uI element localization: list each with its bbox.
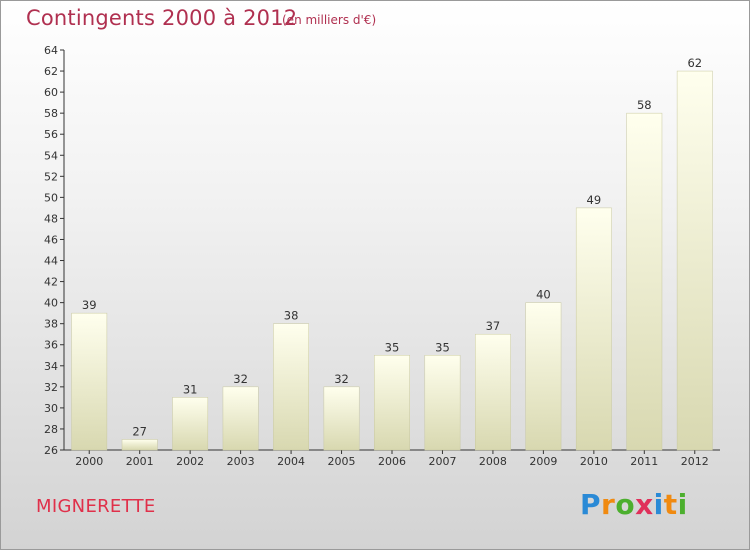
chart-subtitle: (en milliers d'€): [282, 13, 377, 27]
x-tick-label: 2002: [176, 455, 204, 468]
bar: [424, 355, 461, 451]
data-labels: 39 27 31 32 38 32 35 35 37 40 49 58 62: [82, 56, 702, 438]
bar-series: [71, 70, 713, 451]
bar-value-label: 62: [687, 56, 702, 70]
bar: [676, 70, 713, 451]
y-tick-label: 52: [44, 170, 58, 183]
x-tick-label: 2008: [479, 455, 507, 468]
bar-value-label: 32: [334, 372, 349, 386]
logo-letter: t: [663, 488, 678, 521]
x-tick-label: 2004: [277, 455, 305, 468]
bar-value-label: 58: [637, 98, 652, 112]
bar: [575, 207, 612, 451]
x-tick-label: 2006: [378, 455, 406, 468]
bar: [626, 112, 663, 451]
bar: [222, 386, 259, 451]
bar: [172, 397, 209, 451]
y-tick-label: 44: [44, 255, 58, 268]
logo-letter: P: [580, 488, 602, 521]
bar-value-label: 31: [183, 382, 198, 396]
bar: [475, 333, 511, 451]
chart-title: Contingents 2000 à 2012: [26, 6, 298, 30]
x-tick-label: 2009: [529, 455, 557, 468]
logo-letter: x: [635, 488, 654, 521]
logo-letter: i: [677, 488, 688, 521]
bar-value-label: 38: [284, 309, 299, 323]
y-tick-label: 36: [44, 339, 58, 352]
logo-letter: r: [601, 488, 616, 521]
bar: [273, 323, 309, 451]
x-tick-label: 2011: [630, 455, 658, 468]
x-tick-label: 2005: [328, 455, 356, 468]
y-tick-label: 46: [44, 233, 58, 246]
y-tick-label: 54: [44, 149, 58, 162]
x-tick-label: 2000: [75, 455, 103, 468]
y-tick-label: 38: [44, 318, 58, 331]
bar-value-label: 37: [486, 319, 501, 333]
x-tick-label: 2010: [580, 455, 608, 468]
bar-value-label: 35: [435, 340, 450, 354]
y-tick-label: 62: [44, 65, 58, 78]
bar-value-label: 27: [132, 424, 147, 438]
bar: [323, 386, 360, 451]
y-tick-label: 60: [44, 86, 58, 99]
y-tick-label: 48: [44, 212, 58, 225]
y-tick-label: 40: [44, 297, 58, 310]
y-tick-label: 58: [44, 107, 58, 120]
bar: [121, 439, 158, 451]
proxiti-logo[interactable]: Proxiti: [580, 488, 688, 521]
bar-value-label: 40: [536, 288, 551, 302]
bar: [374, 355, 410, 451]
y-tick-label: 56: [44, 128, 58, 141]
logo-letter: i: [653, 488, 664, 521]
x-tick-label: 2012: [681, 455, 709, 468]
bar-value-label: 49: [587, 193, 602, 207]
y-tick-label: 42: [44, 276, 58, 289]
bar-value-label: 35: [385, 340, 400, 354]
x-tick-label: 2003: [227, 455, 255, 468]
y-tick-label: 34: [44, 360, 58, 373]
y-tick-label: 32: [44, 381, 58, 394]
y-tick-label: 50: [44, 191, 58, 204]
y-tick-label: 30: [44, 402, 58, 415]
y-tick-label: 28: [44, 423, 58, 436]
bar-value-label: 39: [82, 298, 97, 312]
x-tick-label: 2001: [126, 455, 154, 468]
x-tick-label: 2007: [428, 455, 456, 468]
logo-letter: o: [615, 488, 636, 521]
y-tick-label: 26: [44, 444, 58, 457]
y-axis: 26 28 30 32 34 36 38 40 42 44 46 48 50 52 54 56 58 60 62 64: [44, 44, 65, 457]
x-axis: 2000 2001 2002 2003 2004 2005 2006 2007 2008 2009…: [64, 449, 720, 468]
y-tick-label: 64: [44, 44, 58, 57]
bar: [71, 312, 108, 451]
bar-value-label: 32: [233, 372, 248, 386]
bar: [525, 302, 562, 451]
commune-name: MIGNERETTE: [36, 496, 156, 517]
